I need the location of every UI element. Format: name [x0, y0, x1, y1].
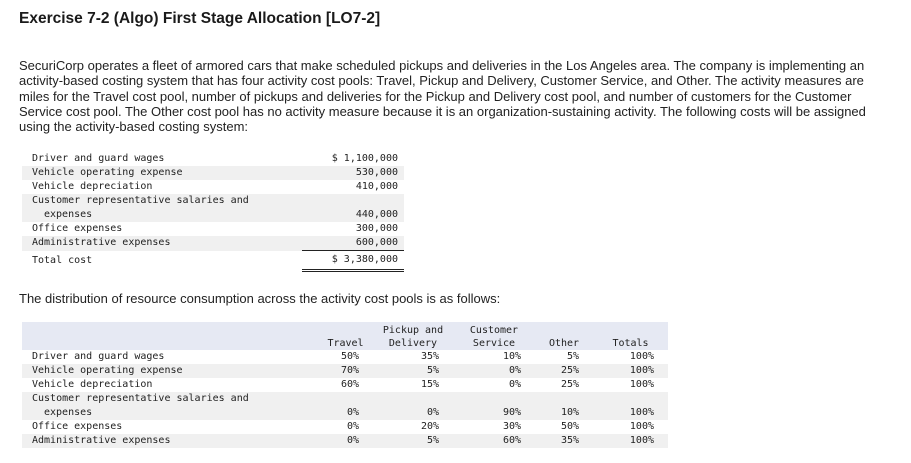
other-pct: 25% — [535, 364, 593, 378]
distribution-row: Customer representative salaries and — [22, 392, 668, 406]
cost-label: Customer representative salaries and — [22, 194, 303, 208]
other-pct: 35% — [535, 434, 593, 448]
cost-row: Office expenses 300,000 — [22, 222, 404, 236]
total-pct: 100% — [629, 351, 654, 362]
total-pct: 100% — [593, 434, 668, 448]
cost-amount: 410,000 — [355, 181, 398, 192]
header-pickup-delivery: Pickup and Delivery — [373, 322, 453, 350]
distribution-row: Vehicle depreciation 60% 15% 0% 25% 100% — [22, 378, 668, 392]
row-label: Vehicle depreciation — [32, 379, 153, 390]
row-label: Driver and guard wages — [32, 351, 165, 362]
customer-pct: 90% — [453, 406, 535, 420]
travel-pct: 60% — [340, 379, 359, 390]
cost-label: Office expenses — [32, 223, 123, 234]
row-label: Administrative expenses — [22, 434, 318, 448]
customer-pct: 10% — [502, 351, 521, 362]
pickup-pct: 0% — [373, 406, 453, 420]
cost-amount: 530,000 — [302, 166, 404, 180]
row-label: Office expenses — [32, 421, 123, 432]
cost-row: Driver and guard wages $ 1,100,000 — [22, 152, 404, 166]
customer-pct: 60% — [453, 434, 535, 448]
travel-pct: 50% — [340, 351, 359, 362]
row-label: Vehicle operating expense — [22, 364, 318, 378]
cost-row: Customer representative salaries and — [22, 194, 404, 208]
cost-amount: 440,000 — [302, 208, 404, 222]
cost-label: Driver and guard wages — [32, 153, 165, 164]
other-pct: 50% — [560, 421, 579, 432]
total-amount: $ 3,380,000 — [302, 250, 404, 272]
header-customer-service: Customer Service — [453, 322, 535, 350]
distribution-row: Administrative expenses 0% 5% 60% 35% 10… — [22, 434, 668, 448]
exercise-title: Exercise 7-2 (Algo) First Stage Allocati… — [19, 10, 381, 27]
other-pct: 5% — [566, 351, 579, 362]
total-pct: 100% — [629, 421, 654, 432]
distribution-row-continued: expenses 0% 0% 90% 10% 100% — [22, 406, 668, 420]
cost-row: Administrative expenses 600,000 — [22, 236, 404, 251]
header-other: Other — [535, 322, 593, 350]
travel-pct: 70% — [318, 364, 373, 378]
distribution-intro: The distribution of resource consumption… — [19, 291, 501, 306]
other-pct: 25% — [560, 379, 579, 390]
distribution-header-row: Travel Pickup and Delivery Customer Servic… — [22, 322, 668, 350]
distribution-row: Driver and guard wages 50% 35% 10% 5% 10… — [22, 350, 668, 364]
cost-total-row: Total cost $ 3,380,000 — [22, 250, 404, 272]
total-pct: 100% — [593, 406, 668, 420]
distribution-row: Office expenses 0% 20% 30% 50% 100% — [22, 420, 668, 434]
total-pct: 100% — [629, 379, 654, 390]
cost-amount: $ 1,100,000 — [331, 153, 398, 164]
cost-table: Driver and guard wages $ 1,100,000 Vehic… — [22, 152, 404, 272]
total-label: Total cost — [32, 254, 93, 266]
other-pct: 10% — [535, 406, 593, 420]
travel-pct: 0% — [318, 406, 373, 420]
cost-label: Administrative expenses — [22, 236, 303, 251]
customer-pct: 0% — [453, 364, 535, 378]
header-totals: Totals — [593, 322, 668, 350]
customer-pct: 0% — [508, 379, 521, 390]
customer-pct: 30% — [502, 421, 521, 432]
cost-row-continued: expenses 440,000 — [22, 208, 404, 222]
header-travel: Travel — [318, 322, 373, 350]
cost-label-continued: expenses — [22, 208, 303, 222]
cost-amount: 600,000 — [302, 236, 404, 251]
cost-amount: 300,000 — [355, 223, 398, 234]
pickup-pct: 5% — [373, 364, 453, 378]
row-label: Customer representative salaries and — [22, 392, 318, 406]
travel-pct: 0% — [346, 421, 359, 432]
intro-paragraph: SecuriCorp operates a fleet of armored c… — [19, 58, 866, 135]
pickup-pct: 15% — [420, 379, 439, 390]
travel-pct: 0% — [318, 434, 373, 448]
cost-row: Vehicle operating expense 530,000 — [22, 166, 404, 180]
distribution-row: Vehicle operating expense 70% 5% 0% 25% … — [22, 364, 668, 378]
pickup-pct: 5% — [373, 434, 453, 448]
row-label-continued: expenses — [22, 406, 318, 420]
cost-row: Vehicle depreciation 410,000 — [22, 180, 404, 194]
pickup-pct: 35% — [420, 351, 439, 362]
cost-label: Vehicle depreciation — [32, 181, 153, 192]
distribution-table: Travel Pickup and Delivery Customer Servic… — [22, 322, 668, 448]
pickup-pct: 20% — [420, 421, 439, 432]
total-pct: 100% — [593, 364, 668, 378]
cost-label: Vehicle operating expense — [22, 166, 303, 180]
